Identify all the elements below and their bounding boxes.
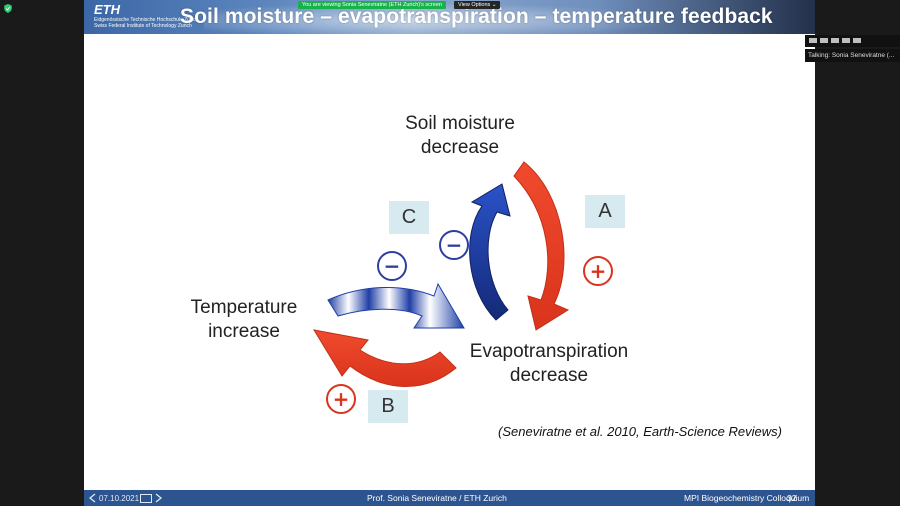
slide-footer: 07.10.2021 Prof. Sonia Seneviratne / ETH…	[84, 490, 815, 506]
thumbnail[interactable]	[809, 38, 817, 43]
footer-author: Prof. Sonia Seneviratne / ETH Zurich	[367, 493, 507, 503]
blue-arrow-c	[469, 183, 511, 321]
plus-sign-b: +	[326, 384, 356, 414]
logo-subline-2: Swiss Federal Institute of Technology Zu…	[94, 23, 192, 29]
thumbnail[interactable]	[853, 38, 861, 43]
screen-share-banner: You are viewing Sonia Seneviratne (ETH Z…	[298, 1, 446, 9]
slide-nav: 07.10.2021	[88, 491, 163, 505]
svg-text:+: +	[333, 387, 350, 411]
thumbnail[interactable]	[820, 38, 828, 43]
prev-slide-icon[interactable]	[88, 493, 98, 503]
view-options-button[interactable]: View Options ⌄	[454, 1, 501, 9]
slide-sorter-icon[interactable]	[140, 493, 153, 503]
striped-arrow	[327, 282, 465, 329]
next-slide-icon[interactable]	[153, 493, 163, 503]
video-thumbnails-strip[interactable]	[805, 35, 900, 47]
red-arrow-b	[312, 329, 457, 387]
evap-label-line1: Evapotranspiration	[469, 341, 629, 362]
temp-label-line2: increase	[208, 321, 280, 342]
box-a: A	[585, 195, 625, 228]
shared-slide: ETH Eidgenössische Technische Hochschule…	[84, 0, 815, 506]
evap-label-line2: decrease	[509, 365, 589, 386]
logo-subline-1: Eidgenössische Technische Hochschule Zür…	[94, 17, 199, 23]
evapotranspiration-label: Evapotranspiration decrease	[454, 340, 644, 388]
feedback-diagram: + − − + Soil moisture decrease	[84, 34, 815, 490]
footer-event: MPI Biogeochemistry Colloquium	[684, 493, 810, 503]
eth-logo: ETH	[94, 2, 120, 17]
soil-label-line1: Soil moisture	[405, 113, 515, 134]
shield-icon	[4, 4, 12, 13]
plus-sign-a: +	[583, 256, 613, 286]
minus-sign-c-top: −	[439, 230, 469, 260]
soil-moisture-label: Soil moisture decrease	[390, 112, 530, 160]
thumbnail[interactable]	[842, 38, 850, 43]
svg-text:−: −	[446, 233, 463, 257]
svg-text:−: −	[384, 254, 401, 278]
footer-date: 07.10.2021	[99, 493, 140, 503]
soil-label-line2: decrease	[420, 137, 500, 158]
minus-sign-c-left: −	[377, 251, 407, 281]
box-b: B	[368, 390, 408, 423]
footer-page-number: 32	[787, 493, 797, 503]
citation: (Seneviratne et al. 2010, Earth-Science …	[498, 424, 782, 439]
slide-title: Soil moisture – evapotranspiration – tem…	[180, 5, 773, 28]
slide-header: ETH Eidgenössische Technische Hochschule…	[84, 0, 815, 34]
box-c: C	[389, 201, 429, 234]
red-arrow-a	[513, 161, 570, 331]
svg-text:+: +	[590, 259, 607, 283]
temperature-label: Temperature increase	[174, 296, 314, 344]
eth-logo-subtitle: Eidgenössische Technische Hochschule Zür…	[94, 17, 214, 29]
temp-label-line1: Temperature	[190, 297, 298, 318]
diagram-arrows: + − − +	[312, 161, 613, 414]
talking-indicator: Talking: Sonia Seneviratne (...	[805, 49, 900, 62]
thumbnail[interactable]	[831, 38, 839, 43]
